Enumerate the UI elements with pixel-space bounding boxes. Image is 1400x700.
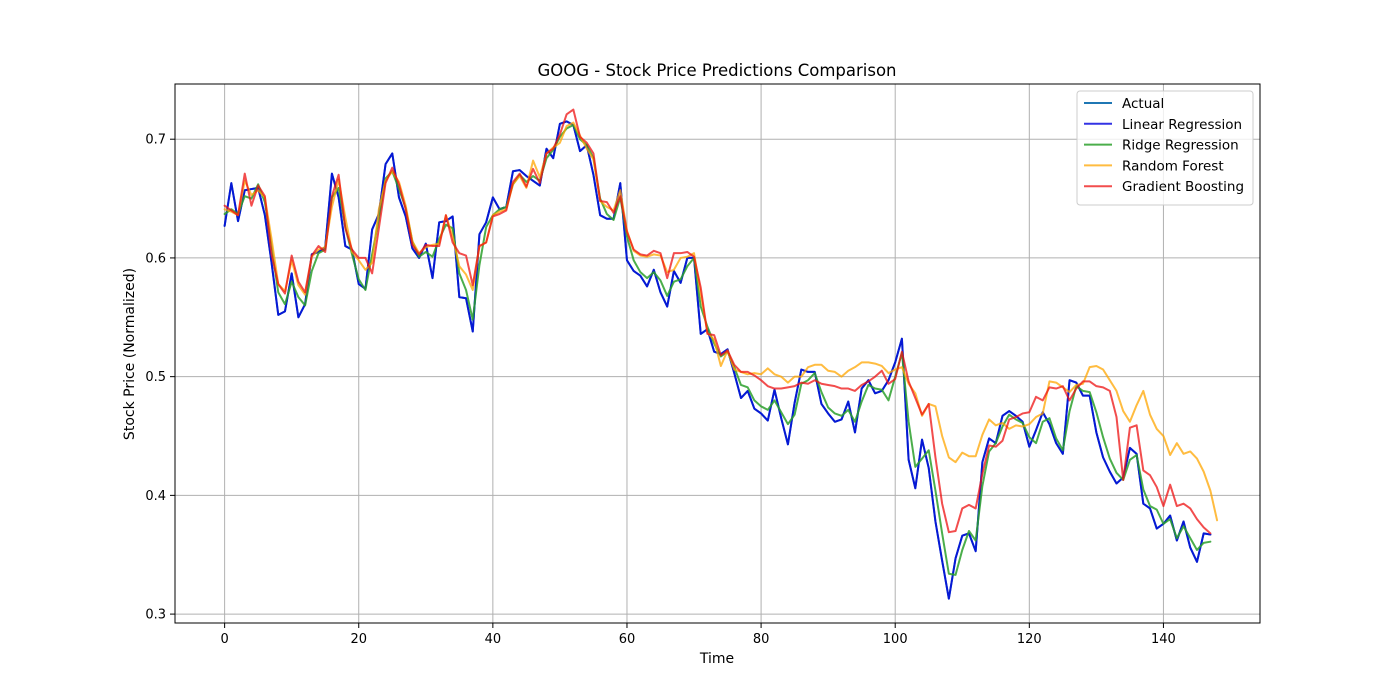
legend-label-actual: Actual xyxy=(1122,96,1164,112)
x-tick-label: 0 xyxy=(220,632,228,647)
y-tick-label: 0.5 xyxy=(145,370,166,385)
x-tick-label: 100 xyxy=(883,632,908,647)
y-tick-label: 0.6 xyxy=(145,251,166,266)
x-tick-label: 20 xyxy=(350,632,367,647)
legend-label-gradient-boosting: Gradient Boosting xyxy=(1122,179,1244,195)
x-axis-ticks: 0 20 40 60 80 100 120 140 xyxy=(220,623,1176,647)
axes-frame xyxy=(174,83,1261,624)
legend: Actual Linear Regression Ridge Regression R… xyxy=(1076,90,1254,206)
x-axis-label: Time xyxy=(699,651,734,667)
x-tick-label: 80 xyxy=(753,632,770,647)
x-tick-label: 60 xyxy=(619,632,636,647)
series-lines xyxy=(223,108,1219,600)
legend-label-ridge-regression: Ridge Regression xyxy=(1122,138,1239,154)
y-axis-ticks: 0.3 0.4 0.5 0.6 0.7 xyxy=(145,133,175,623)
y-tick-label: 0.3 xyxy=(145,608,166,623)
x-tick-label: 120 xyxy=(1017,632,1042,647)
x-tick-label: 40 xyxy=(485,632,502,647)
legend-label-linear-regression: Linear Regression xyxy=(1122,117,1242,133)
legend-label-random-forest: Random Forest xyxy=(1122,158,1224,174)
plot-area: 0 20 40 60 80 100 120 140 0.3 0.4 0.5 0.6 0.7 xyxy=(145,83,1261,647)
legend-box xyxy=(1076,90,1254,206)
y-tick-label: 0.4 xyxy=(145,489,166,504)
y-tick-label: 0.7 xyxy=(145,133,166,148)
y-axis-label: Stock Price (Normalized) xyxy=(122,268,138,440)
x-tick-label: 140 xyxy=(1151,632,1176,647)
series-line-gradient-boosting xyxy=(223,108,1212,535)
chart-title: GOOG - Stock Price Predictions Compariso… xyxy=(538,61,897,80)
